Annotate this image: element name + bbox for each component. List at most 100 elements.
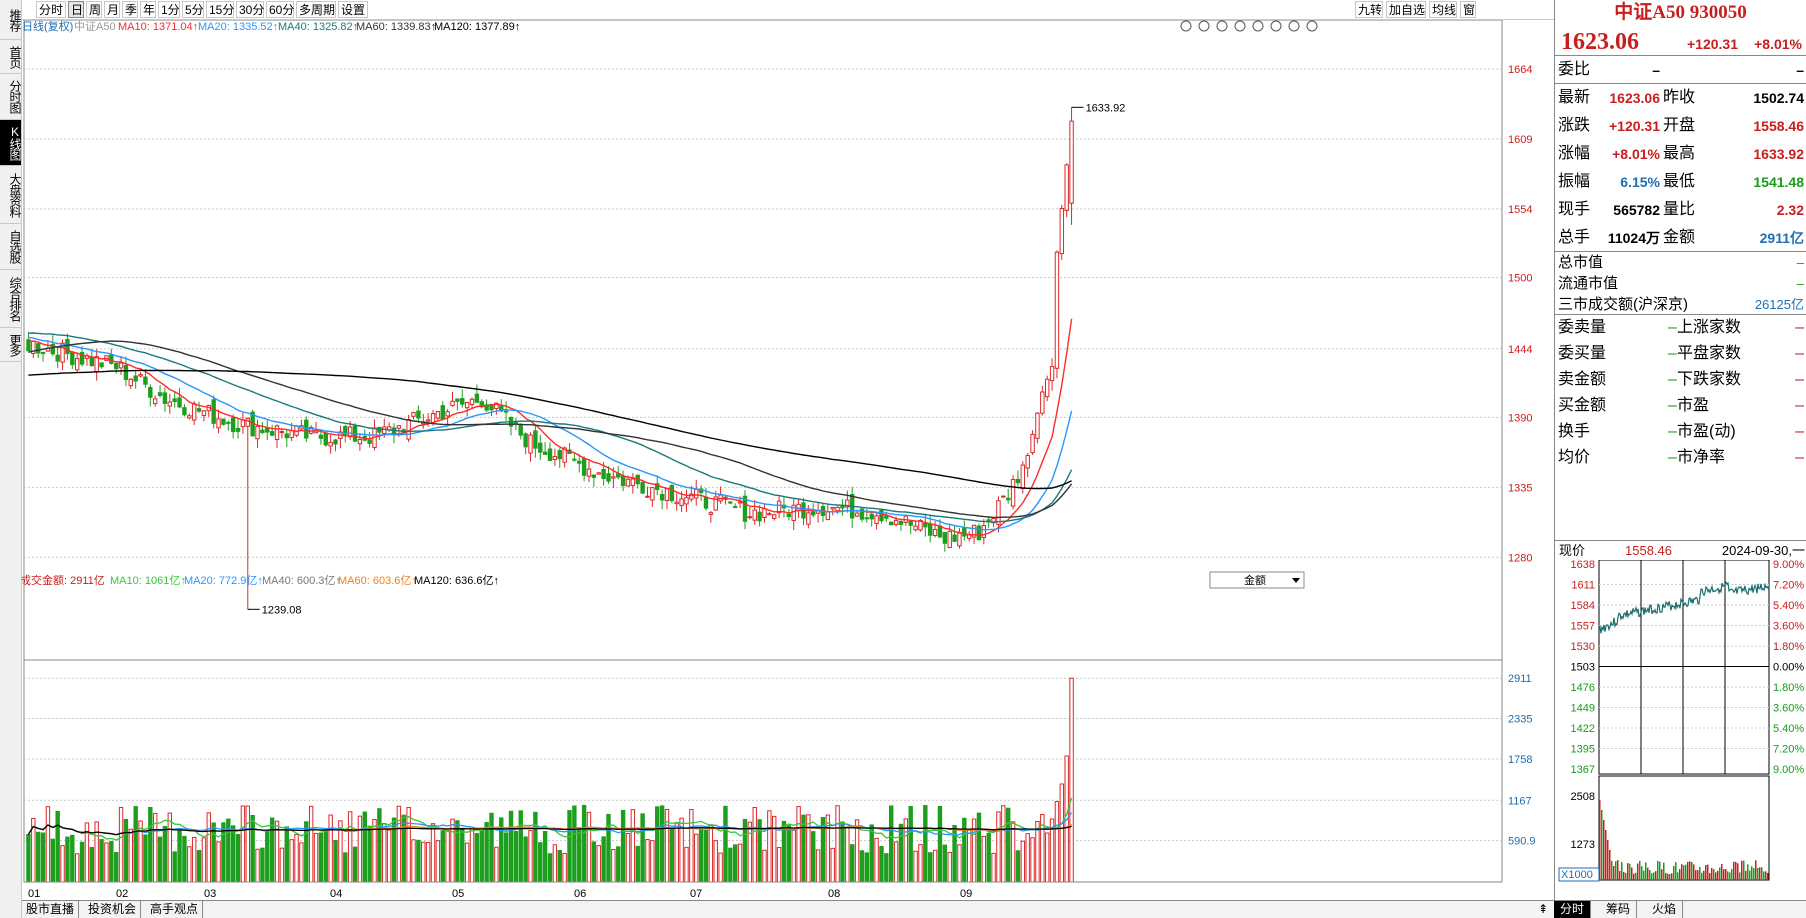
candle-body [79,352,85,365]
kline-chart[interactable]: 1664 1609 1554 1500 1444 1390 1335 1280 2911 2335… [22,20,1578,901]
breadth-value: – [1668,345,1677,362]
right-bottom-tab-0[interactable]: 分时 [1554,901,1592,918]
volume-selector-label[interactable]: 金额 [1244,573,1266,587]
left-nav-item-5[interactable]: 自选股 [0,224,22,270]
breadth-label: 卖金额 [1558,371,1607,388]
toolbar-right-button-1[interactable]: 加自选 [1386,1,1426,18]
period-button-4[interactable]: 季 [122,1,138,18]
mini-volume-bar [1765,871,1767,880]
volume-bar [859,850,865,883]
mini-left-tick: 1530 [1571,641,1595,653]
candle-body [601,468,606,480]
breadth-value: – [1668,371,1677,388]
period-button-0[interactable]: 分时 [36,1,66,18]
candle-body [542,451,548,455]
mini-volume-bar [1623,871,1625,880]
period-button-5[interactable]: 年 [140,1,156,18]
mini-volume-bar [1627,863,1629,880]
mini-volume-bar [1741,860,1743,880]
bottom-tab-0[interactable]: 股市直播 [22,901,80,918]
candle-body [1049,366,1055,382]
left-nav-item-2[interactable]: 分时图 [0,74,22,120]
candle-body [776,500,782,514]
left-nav-item-0[interactable]: 推荐 [0,0,22,40]
volume-bar [986,832,991,883]
period-button-10[interactable]: 60分 [266,1,294,18]
zoom-out-icon[interactable] [1306,20,1318,32]
period-button-6[interactable]: 1分 [158,1,180,18]
volume-bar [645,839,650,883]
undo-icon[interactable] [1216,20,1228,32]
period-button-9[interactable]: 30分 [236,1,264,18]
period-button-7[interactable]: 5分 [182,1,204,18]
market-rows: 总市值 – 流通市值 – 三市成交额(沪深京) 26125亿 [1555,252,1806,315]
mini-volume-bar [1711,867,1713,880]
price-change: +120.31 [1687,36,1738,52]
lock-icon[interactable] [1252,20,1264,32]
candle-body [152,398,158,405]
toolbar-right-button-2[interactable]: 均线 [1429,1,1457,18]
period-button-2[interactable]: 周 [86,1,102,18]
period-button-1[interactable]: 日 [68,1,84,18]
copy-icon[interactable] [1270,20,1282,32]
market-label: 总市值 [1558,254,1604,271]
volume-name: 成交金额: 2911亿 [22,573,105,587]
volume-bar [796,806,801,883]
mini-volume-bar [1751,866,1753,880]
volume-selector[interactable] [1209,571,1305,589]
breadth-value: – [1668,449,1677,466]
candle [1030,430,1035,455]
left-nav-item-7[interactable]: 更多 [0,328,22,362]
breadth-row-4: 换手 – 市盈(动) – [1555,419,1806,445]
bottom-tab-2[interactable]: 高手观点 [146,901,204,918]
eye-icon[interactable] [1180,20,1192,32]
left-nav-item-3[interactable]: K线图 [0,120,22,166]
candle-body [825,511,831,521]
candle [908,520,913,535]
volume-bar [299,842,304,883]
period-button-3[interactable]: 月 [104,1,120,18]
volume-bar [362,811,367,883]
left-nav-item-1[interactable]: 首页 [0,40,22,74]
period-button-11[interactable]: 多周期 [296,1,336,18]
mini-left-tick: 1476 [1571,682,1595,694]
candle [1040,385,1045,416]
scroll-top-icon[interactable]: ⇞ [1537,902,1548,916]
candle-body [918,519,923,531]
candle-body [94,356,99,373]
volume-bar [874,837,879,883]
breadth-value-2: – [1795,319,1804,336]
volume-bar [313,832,319,883]
ma40-line [28,332,1073,523]
right-bottom-tab-2[interactable]: 火焰 [1646,901,1684,918]
mini-volume-bar [1763,871,1765,880]
left-nav-item-4[interactable]: 大盘资料 [0,166,22,224]
hand-icon[interactable] [1198,20,1210,32]
candle-body [659,493,665,501]
candle-body [226,421,231,424]
zoom-in-icon[interactable] [1288,20,1300,32]
volume-bar [655,806,660,883]
volume-bar [845,826,850,883]
volume-bar [469,828,475,883]
toolbar-right-button-3[interactable]: 窗 [1460,1,1476,18]
candle-body [40,351,46,355]
left-nav-item-6[interactable]: 综合排名 [0,270,22,328]
chevron-down-icon[interactable] [1292,578,1300,583]
mini-volume-bar [1649,870,1651,880]
candle-body [474,393,480,403]
toolbar-right-button-0[interactable]: 九转 [1355,1,1383,18]
mini-volume-bar [1759,867,1761,880]
volume-bar [889,805,894,883]
right-bottom-tab-1[interactable]: 筹码 [1600,901,1638,918]
candle [996,496,1001,533]
period-button-12[interactable]: 设置 [338,1,368,18]
period-button-8[interactable]: 15分 [206,1,234,18]
intraday-mini-chart[interactable]: 1638 9.00% 1611 7.20% 1584 5.40% 1557 3.60% 1530… [1555,560,1806,900]
volume-bar [1001,805,1006,883]
volume-bar [323,828,328,883]
mini-volume-bar [1743,860,1745,880]
bottom-tab-1[interactable]: 投资机会 [84,901,142,918]
candle-body [884,515,889,519]
redo-icon[interactable] [1234,20,1246,32]
